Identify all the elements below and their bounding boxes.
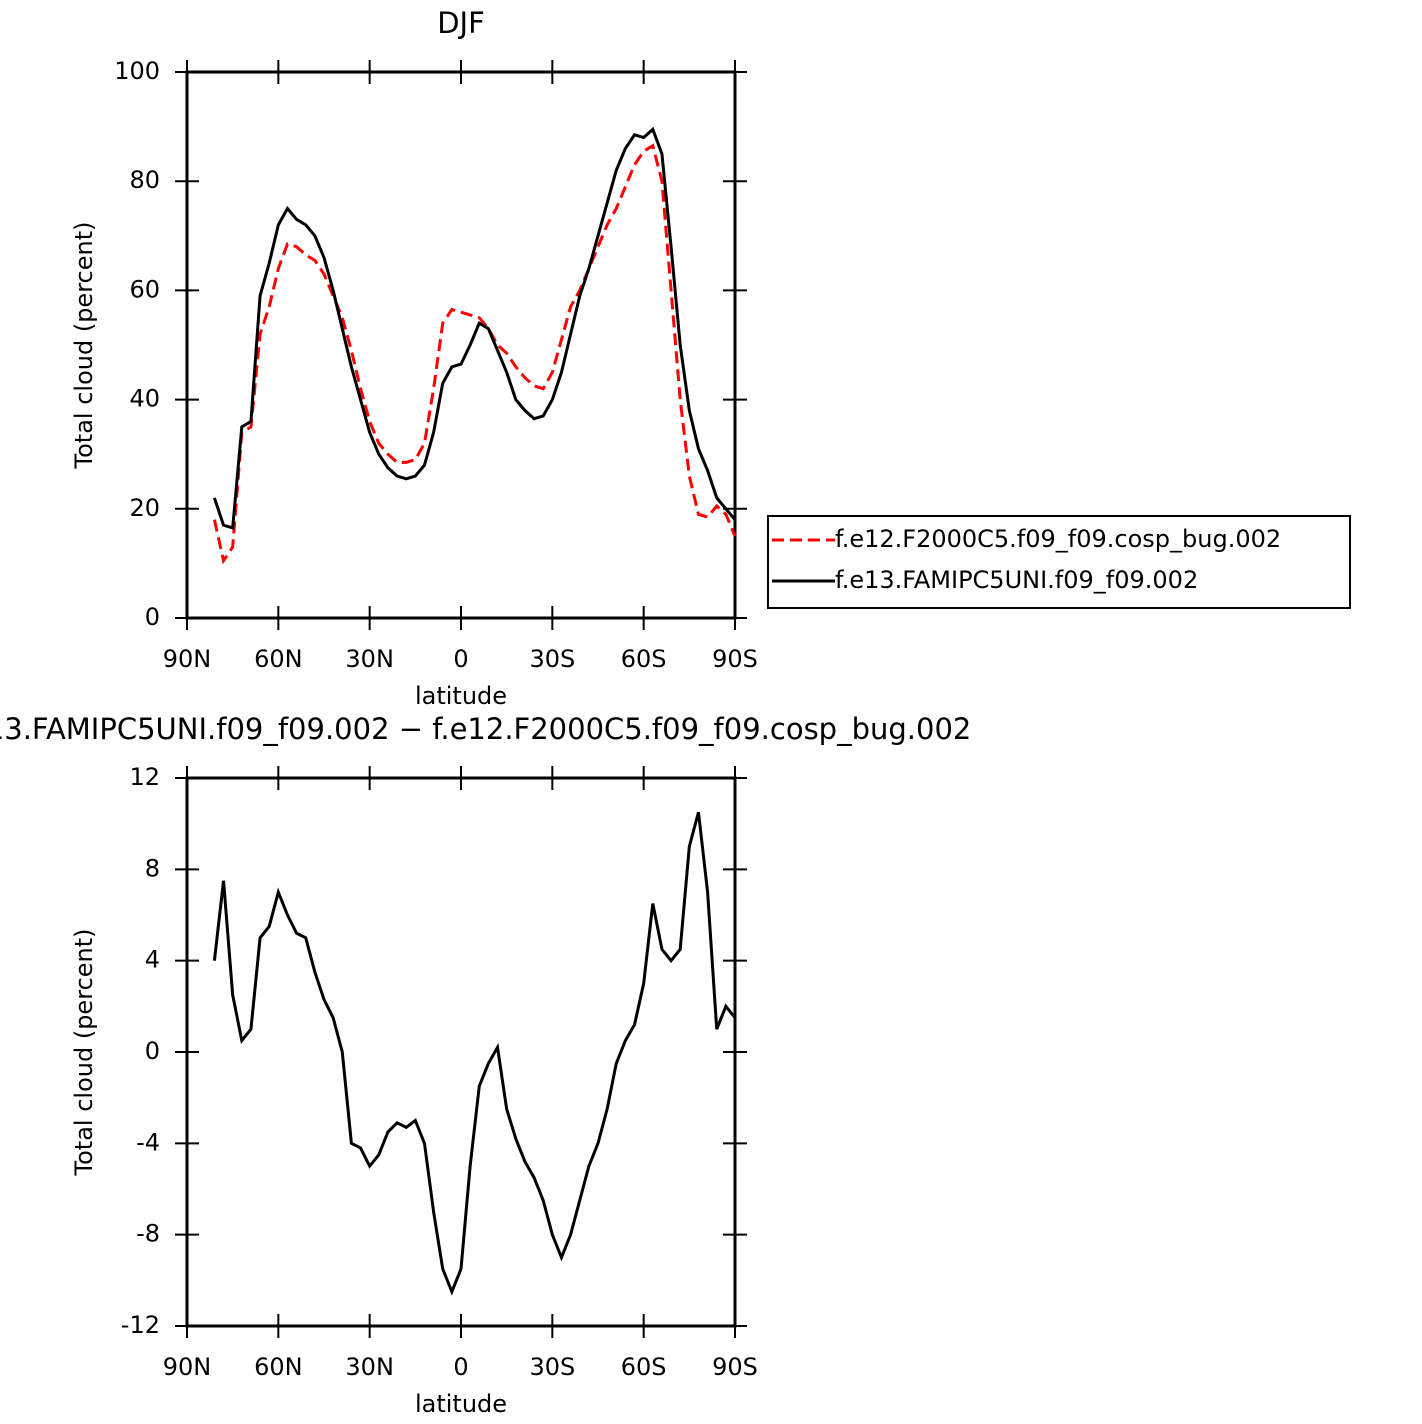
y-tick-label: 0 — [145, 1037, 160, 1065]
y-tick-label: -8 — [136, 1220, 160, 1248]
x-tick-label: 30N — [345, 645, 394, 673]
x-axis-label: latitude — [415, 1390, 507, 1418]
y-tick-label: 100 — [114, 57, 160, 85]
y-axis-label: Total cloud (percent) — [70, 222, 98, 470]
legend-label: f.e12.F2000C5.f09_f09.cosp_bug.002 — [835, 525, 1281, 553]
x-tick-label: 60S — [621, 1353, 667, 1381]
legend-label: f.e13.FAMIPC5UNI.f09_f09.002 — [835, 566, 1198, 594]
plot-frame — [185, 776, 737, 1328]
y-tick-label: 80 — [129, 166, 160, 194]
x-tick-label: 30S — [529, 645, 575, 673]
y-tick-label: 8 — [145, 854, 160, 882]
x-tick-label: 90S — [712, 645, 758, 673]
data-line — [212, 126, 737, 530]
data-line — [212, 143, 737, 565]
y-tick-label: 0 — [145, 603, 160, 631]
y-tick-label: -4 — [136, 1128, 160, 1156]
y-tick-label: 12 — [129, 763, 160, 791]
y-tick-label: 40 — [129, 385, 160, 413]
x-tick-label: 30N — [345, 1353, 394, 1381]
x-tick-label: 0 — [453, 645, 468, 673]
y-tick-label: 4 — [145, 946, 160, 974]
x-tick-label: 90N — [163, 645, 212, 673]
x-tick-label: 60N — [254, 645, 303, 673]
y-tick-label: 20 — [129, 494, 160, 522]
x-tick-label: 90S — [712, 1353, 758, 1381]
x-tick-label: 90N — [163, 1353, 212, 1381]
data-line — [212, 811, 737, 1296]
x-tick-label: 30S — [529, 1353, 575, 1381]
plot-frame — [185, 70, 737, 620]
panel-title: DJF — [437, 6, 485, 40]
x-axis-label: latitude — [415, 682, 507, 710]
y-tick-label: -12 — [121, 1311, 160, 1339]
panel-title: f.e13.FAMIPC5UNI.f09_f09.002 − f.e12.F20… — [0, 712, 971, 746]
x-tick-label: 0 — [453, 1353, 468, 1381]
legend-box — [767, 515, 1351, 609]
x-tick-label: 60N — [254, 1353, 303, 1381]
y-tick-label: 60 — [129, 275, 160, 303]
y-axis-label: Total cloud (percent) — [70, 929, 98, 1177]
x-tick-label: 60S — [621, 645, 667, 673]
